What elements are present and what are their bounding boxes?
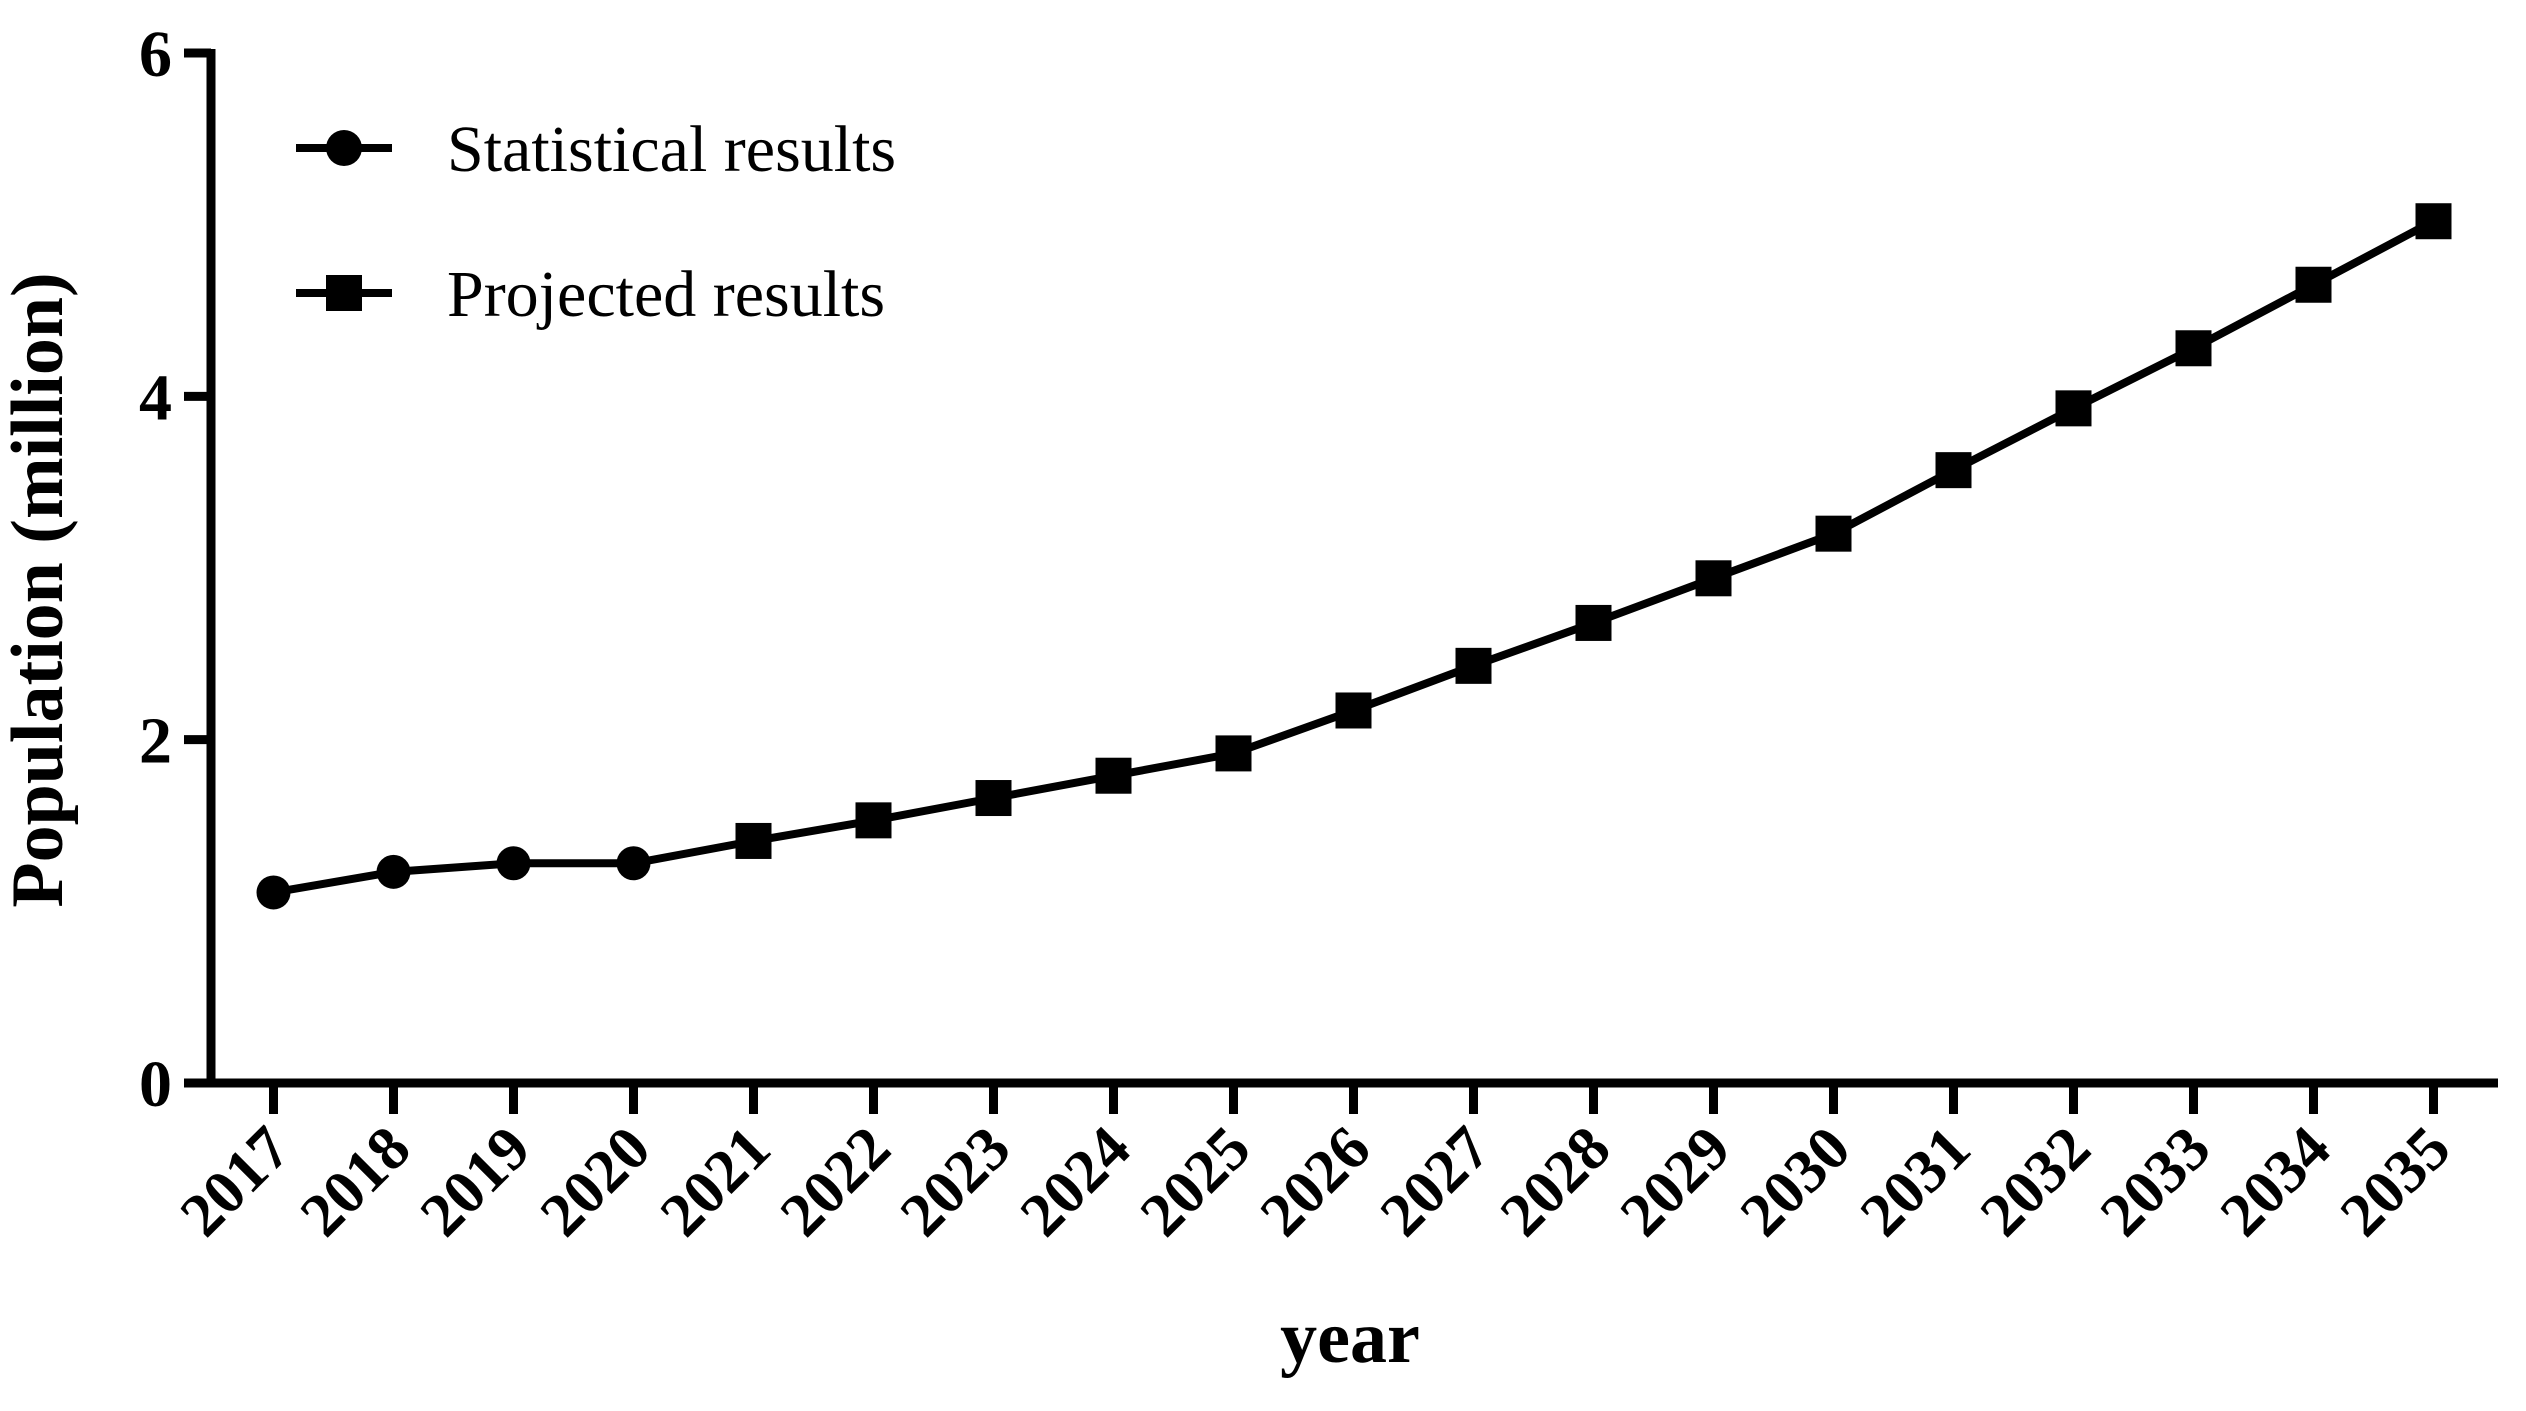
x-axis-title: year — [1280, 1297, 1420, 1379]
legend: Statistical results Projected results — [296, 113, 896, 331]
x-tick-label: 2019 — [408, 1114, 544, 1250]
projected-point-marker — [1455, 647, 1492, 684]
data-point-markers — [256, 203, 2452, 910]
projected-point-marker — [2175, 330, 2212, 367]
x-tick-label: 2027 — [1368, 1114, 1504, 1250]
x-tick-label: 2020 — [528, 1114, 664, 1250]
projected-point-marker — [1935, 452, 1972, 489]
x-tick-label: 2025 — [1128, 1114, 1264, 1250]
legend-item-projected: Projected results — [296, 258, 885, 331]
projected-point-marker — [1695, 560, 1732, 597]
x-tick-label: 2032 — [1968, 1114, 2104, 1250]
projected-point-marker — [1095, 757, 1132, 794]
x-tick-label: 2031 — [1848, 1114, 1984, 1250]
projected-point-marker — [1575, 604, 1612, 641]
projected-point-marker — [1815, 515, 1852, 552]
x-tick-label: 2023 — [888, 1114, 1024, 1250]
axes — [206, 49, 2498, 1088]
x-tick-label: 2028 — [1488, 1114, 1624, 1250]
y-tick-label: 0 — [139, 1048, 172, 1121]
x-tick-label: 2018 — [288, 1114, 424, 1250]
legend-label-statistical: Statistical results — [447, 113, 896, 186]
y-axis-ticks — [184, 48, 211, 1088]
projected-point-marker — [975, 780, 1012, 817]
x-tick-label: 2030 — [1728, 1114, 1864, 1250]
x-tick-label: 2017 — [168, 1114, 304, 1250]
legend-square-marker-icon — [326, 275, 362, 311]
x-tick-label: 2029 — [1608, 1114, 1744, 1250]
legend-item-statistical: Statistical results — [296, 113, 896, 186]
y-tick-label: 2 — [139, 705, 172, 778]
x-tick-label: 2022 — [768, 1114, 904, 1250]
projected-point-marker — [855, 802, 892, 839]
y-tick-label: 6 — [139, 18, 172, 91]
statistical-point-marker — [616, 846, 651, 881]
y-tick-label: 4 — [139, 361, 172, 434]
legend-circle-marker-icon — [326, 130, 362, 166]
x-tick-label: 2033 — [2088, 1114, 2224, 1250]
legend-label-projected: Projected results — [447, 258, 885, 331]
y-axis-title: Population (million) — [0, 272, 79, 907]
x-tick-label: 2024 — [1008, 1114, 1144, 1250]
x-tick-label: 2035 — [2328, 1114, 2464, 1250]
projected-point-marker — [2055, 390, 2092, 427]
x-axis-tick-labels: 2017201820192020202120222023202420252026… — [168, 1114, 2464, 1250]
projected-point-marker — [1335, 692, 1372, 729]
x-tick-label: 2034 — [2208, 1114, 2344, 1250]
y-axis-tick-labels: 0 2 4 6 — [139, 18, 172, 1121]
projected-point-marker — [2295, 266, 2332, 303]
statistical-point-marker — [256, 875, 291, 910]
projected-point-marker — [2415, 203, 2452, 240]
projected-point-marker — [735, 822, 772, 859]
statistical-point-marker — [376, 854, 411, 889]
x-axis-ticks — [269, 1083, 2438, 1114]
statistical-point-marker — [496, 846, 531, 881]
x-tick-label: 2021 — [648, 1114, 784, 1250]
x-tick-label: 2026 — [1248, 1114, 1384, 1250]
projected-point-marker — [1215, 735, 1252, 772]
